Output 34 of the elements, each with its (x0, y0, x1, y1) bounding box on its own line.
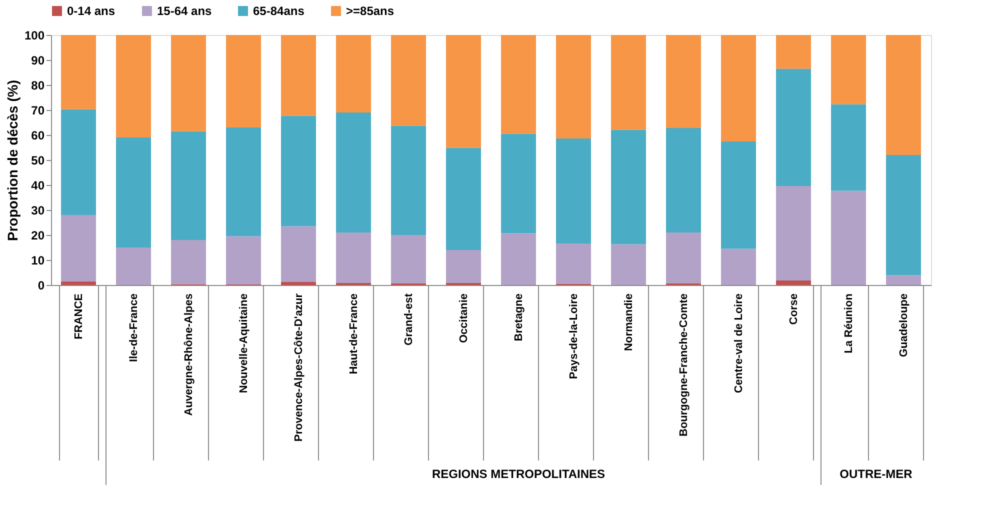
legend-label: 15-64 ans (157, 4, 212, 18)
x-tick-label: Auvergne-Rhône-Alpes (183, 294, 195, 416)
x-tick-label: Provence-Alpes-Côte-D'azur (293, 292, 305, 442)
x-tick-label: Guadeloupe (898, 294, 910, 358)
y-tick-label: 60 (31, 128, 45, 142)
y-tick-label: 40 (31, 178, 45, 192)
y-tick-label: 80 (31, 78, 45, 92)
y-tick-label: 100 (24, 28, 45, 42)
x-tick-label: Bretagne (513, 294, 525, 342)
x-tick-label: Nouvelle-Aquitaine (238, 294, 250, 394)
text: OUTRE-MER (840, 467, 913, 481)
x-tick-label: Occitanie (458, 294, 470, 344)
x-tick-label: Ile-de-France (128, 294, 140, 362)
legend-label: >=85ans (346, 4, 394, 18)
legend-label: 65-84ans (253, 4, 305, 18)
y-tick-label: 70 (31, 104, 45, 118)
x-tick-label: Haut-de-France (348, 294, 360, 374)
text: REGIONS METROPOLITAINES (432, 467, 606, 481)
x-tick-label: Grand-est (403, 293, 415, 346)
y-tick-label: 0 (38, 278, 45, 292)
y-tick-label: 20 (31, 228, 45, 242)
legend-label: 0-14 ans (67, 4, 116, 18)
x-tick-label: Centre-val de Loire (733, 294, 745, 394)
y-tick-label: 50 (31, 154, 45, 168)
x-tick-label: Pays-de-la-Loire (568, 294, 580, 380)
x-tick-label: Corse (788, 294, 800, 325)
x-tick-label: FRANCE (73, 294, 85, 340)
y-tick-label: 90 (31, 54, 45, 68)
x-tick-label: Normandie (623, 294, 635, 351)
y-tick-label: 10 (31, 254, 45, 268)
x-tick-label: Bourgogne-Franche-Comte (678, 294, 690, 436)
x-tick-label: La Réunion (843, 293, 855, 354)
y-tick-label: 30 (31, 204, 45, 218)
y-axis-title: Proportion de décès (%) (4, 80, 20, 242)
